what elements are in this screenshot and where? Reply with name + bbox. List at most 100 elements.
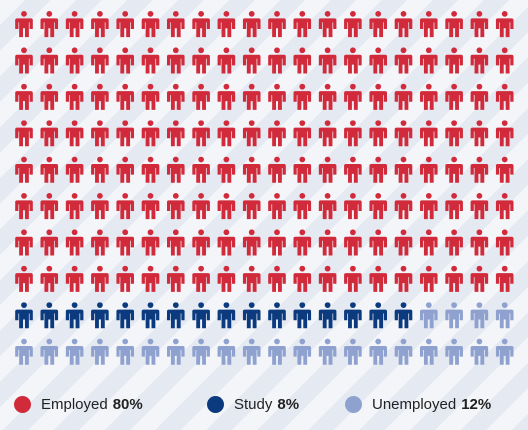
person-icon-employed [116, 11, 135, 38]
person-icon-employed [242, 193, 261, 220]
person-icon-unemployed [40, 338, 59, 365]
person-icon-employed [166, 47, 185, 74]
person-icon-employed [65, 193, 84, 220]
legend-item-employed: Employed 80% [14, 386, 143, 422]
person-icon-unemployed [495, 338, 514, 365]
person-icon-employed [40, 83, 59, 110]
person-icon-employed [369, 193, 388, 220]
person-icon-employed [495, 193, 514, 220]
person-icon-employed [242, 120, 261, 147]
person-icon-employed [217, 156, 236, 183]
person-icon-employed [242, 47, 261, 74]
person-icon-employed [242, 11, 261, 38]
person-icon-employed [470, 47, 489, 74]
legend-item-study: Study 8% [207, 386, 299, 422]
person-icon-employed [394, 11, 413, 38]
person-icon-employed [242, 156, 261, 183]
person-icon-employed [445, 193, 463, 220]
person-icon-employed [495, 265, 514, 292]
person-icon-unemployed [141, 338, 160, 365]
person-icon-employed [141, 265, 160, 292]
person-icon-employed [293, 193, 312, 220]
person-icon-unemployed [318, 338, 337, 365]
person-icon-employed [293, 11, 312, 38]
person-icon-employed [470, 229, 489, 256]
person-icon-employed [268, 11, 286, 38]
person-icon-employed [495, 47, 514, 74]
person-icon-employed [116, 229, 135, 256]
person-icon-unemployed [192, 338, 210, 365]
person-icon-employed [293, 120, 312, 147]
person-icon-unemployed [293, 338, 312, 365]
person-icon-unemployed [344, 338, 362, 365]
person-icon-unemployed [217, 338, 236, 365]
person-icon-employed [495, 83, 514, 110]
person-icon-employed [242, 265, 261, 292]
person-icon-study [293, 302, 312, 329]
person-icon-employed [318, 120, 337, 147]
person-icon-employed [217, 47, 236, 74]
person-icon-unemployed [116, 338, 135, 365]
person-icon-study [192, 302, 210, 329]
person-icon-employed [192, 47, 210, 74]
person-icon-employed [65, 120, 84, 147]
person-icon-employed [217, 265, 236, 292]
person-icon-employed [141, 47, 160, 74]
person-icon-employed [217, 229, 236, 256]
person-icon-employed [394, 193, 413, 220]
person-icon-employed [192, 120, 210, 147]
person-icon-employed [470, 156, 489, 183]
person-icon-employed [394, 156, 413, 183]
person-icon-employed [91, 83, 109, 110]
person-icon-employed [495, 120, 514, 147]
person-icon-employed [369, 265, 388, 292]
person-icon-employed [293, 265, 312, 292]
person-icon-employed [15, 120, 33, 147]
person-icon-employed [192, 265, 210, 292]
legend: Employed 80% Study 8% Unemployed 12% [0, 386, 528, 422]
person-icon-employed [268, 193, 286, 220]
person-icon-unemployed [242, 338, 261, 365]
person-icon-study [65, 302, 84, 329]
person-icon-employed [369, 47, 388, 74]
person-icon-employed [445, 156, 463, 183]
person-icon-employed [40, 120, 59, 147]
person-icon-employed [166, 193, 185, 220]
person-icon-study [394, 302, 413, 329]
person-icon-employed [166, 265, 185, 292]
person-icon-unemployed [445, 338, 463, 365]
person-icon-unemployed [91, 338, 109, 365]
person-icon-employed [470, 83, 489, 110]
person-icon-employed [394, 47, 413, 74]
person-icon-employed [166, 156, 185, 183]
person-icon-employed [15, 229, 33, 256]
person-icon-unemployed [65, 338, 84, 365]
legend-percent-employed: 80% [112, 395, 143, 413]
person-icon-employed [419, 83, 438, 110]
person-icon-employed [369, 156, 388, 183]
person-icon-unemployed [495, 302, 514, 329]
person-icon-study [40, 302, 59, 329]
person-icon-employed [141, 193, 160, 220]
person-icon-employed [445, 83, 463, 110]
person-icon-employed [394, 120, 413, 147]
person-icon-employed [141, 120, 160, 147]
person-icon-employed [394, 83, 413, 110]
legend-swatch-unemployed [345, 395, 362, 413]
person-icon-employed [419, 47, 438, 74]
legend-percent-unemployed: 12% [461, 395, 492, 413]
legend-label-study: Study [234, 395, 273, 413]
pictogram-grid [15, 11, 514, 365]
person-icon-employed [40, 11, 59, 38]
person-icon-employed [217, 193, 236, 220]
person-icon-employed [217, 11, 236, 38]
person-icon-employed [495, 229, 514, 256]
person-icon-employed [419, 120, 438, 147]
person-icon-employed [116, 193, 135, 220]
person-icon-employed [91, 11, 109, 38]
person-icon-employed [217, 120, 236, 147]
person-icon-employed [65, 229, 84, 256]
person-icon-employed [470, 120, 489, 147]
person-icon-employed [65, 156, 84, 183]
